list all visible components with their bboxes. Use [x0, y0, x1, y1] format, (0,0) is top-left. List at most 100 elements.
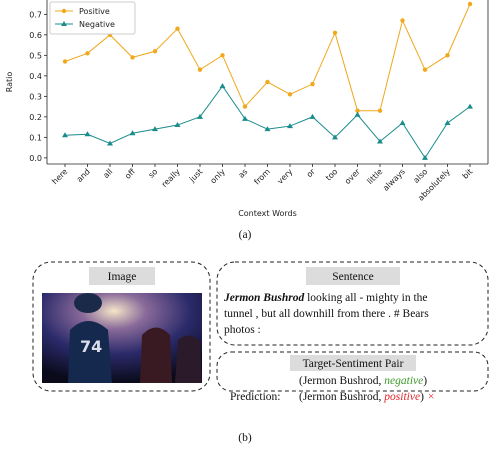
x-tick-label: too	[324, 167, 340, 183]
y-tick-label: 0.0	[29, 154, 42, 163]
prediction: Prediction: (Jermon Bushrod, positive) ×	[230, 391, 434, 403]
x-axis-label: Context Words	[238, 209, 297, 218]
x-tick-label: as	[237, 167, 250, 180]
sentiment: negative	[384, 375, 423, 387]
marker	[467, 103, 473, 109]
caption: (b)	[238, 432, 252, 444]
marker	[399, 120, 406, 125]
marker	[62, 132, 68, 138]
marker	[197, 113, 203, 119]
x-tick-label: only	[209, 167, 228, 186]
caption: (a)	[239, 229, 252, 241]
marker	[332, 134, 338, 140]
verdict: ×	[428, 391, 435, 403]
sentiment: positive	[383, 391, 420, 403]
marker	[444, 120, 451, 125]
marker	[129, 130, 136, 136]
label-box	[89, 267, 155, 285]
series-line	[64, 85, 471, 159]
x-tick-label: bit	[461, 167, 475, 181]
x-tick-label: little	[365, 167, 384, 186]
marker	[354, 111, 361, 117]
x-tick-label: off	[123, 167, 137, 181]
sentence-text: looking all - mighty in the	[304, 292, 427, 304]
pair-text: )	[423, 375, 427, 387]
svg-text:74: 74	[80, 337, 102, 356]
marker	[197, 67, 203, 72]
pair-box	[216, 351, 489, 392]
marker	[309, 113, 316, 119]
marker	[265, 79, 270, 85]
legend-label: Negative	[79, 20, 115, 29]
label-box	[290, 355, 416, 371]
marker	[355, 108, 360, 113]
marker	[377, 138, 383, 144]
marker	[287, 123, 293, 129]
legend-label: Positive	[79, 7, 110, 16]
marker	[174, 122, 181, 128]
x-tick-label: very	[276, 167, 295, 186]
x-tick-label: just	[187, 167, 204, 184]
marker	[400, 18, 405, 23]
marker	[467, 1, 473, 7]
y-tick-label: 0.2	[29, 113, 42, 122]
line-chart: 0.0 0.1 0.2 0.3 0.4 0.5 0.6 0.7 here and all off so r…	[5, 0, 489, 218]
marker	[219, 83, 226, 89]
marker	[84, 131, 91, 137]
y-tick-label: 0.7	[29, 10, 42, 19]
sentence-box	[216, 261, 489, 346]
pair-text: )	[420, 391, 424, 403]
marker	[445, 53, 450, 58]
x-tick-label: all	[101, 167, 114, 180]
marker	[287, 92, 293, 97]
marker	[62, 59, 68, 64]
prediction-label: Prediction:	[230, 391, 280, 403]
label-box	[306, 267, 400, 285]
panel-label: Sentence	[332, 271, 374, 283]
x-tick-label: really	[160, 167, 182, 189]
y-tick-label: 0.4	[29, 72, 42, 81]
sentence-line: photos :	[224, 324, 261, 336]
panel-label: Image	[108, 271, 137, 283]
x-tick-label: here	[50, 167, 69, 186]
photo: 74	[42, 293, 202, 383]
marker	[220, 53, 225, 58]
marker	[332, 30, 338, 35]
marker	[377, 108, 383, 113]
y-tick-label: 0.3	[29, 92, 42, 101]
y-tick-label: 0.1	[29, 133, 42, 142]
pair-text: (Jermon Bushrod,	[299, 375, 384, 387]
marker	[61, 8, 67, 14]
x-tick-label: or	[305, 167, 318, 180]
marker	[422, 67, 428, 72]
marker	[242, 115, 248, 121]
sentence-line: Jermon Bushrod looking all - mighty in t…	[223, 292, 428, 304]
marker	[85, 51, 90, 56]
x-tick-label: so	[147, 167, 160, 180]
marker	[242, 104, 248, 109]
marker	[130, 55, 135, 60]
legend-box	[49, 1, 136, 35]
panel-label: Target-Sentiment Pair	[303, 358, 404, 370]
x-tick-label: from	[252, 167, 272, 187]
image-box	[32, 261, 211, 392]
marker	[310, 81, 315, 87]
sentence-line: tunnel , but all downhill from there . #…	[224, 308, 429, 320]
x-tick-label: and	[75, 167, 92, 184]
target: Jermon Bushrod	[223, 292, 304, 304]
y-tick-label: 0.5	[29, 51, 42, 60]
x-tick-label: always	[381, 167, 407, 193]
marker	[175, 26, 180, 31]
y-tick-label: 0.6	[29, 31, 42, 40]
marker	[152, 49, 158, 54]
x-tick-label: over	[343, 167, 362, 186]
marker	[61, 21, 67, 26]
x-tick-label: also	[412, 167, 430, 185]
marker	[152, 126, 158, 132]
gold-pair: (Jermon Bushrod, negative)	[299, 375, 427, 387]
pair-text: (Jermon Bushrod,	[299, 391, 384, 403]
marker	[107, 140, 113, 146]
marker	[422, 154, 428, 160]
